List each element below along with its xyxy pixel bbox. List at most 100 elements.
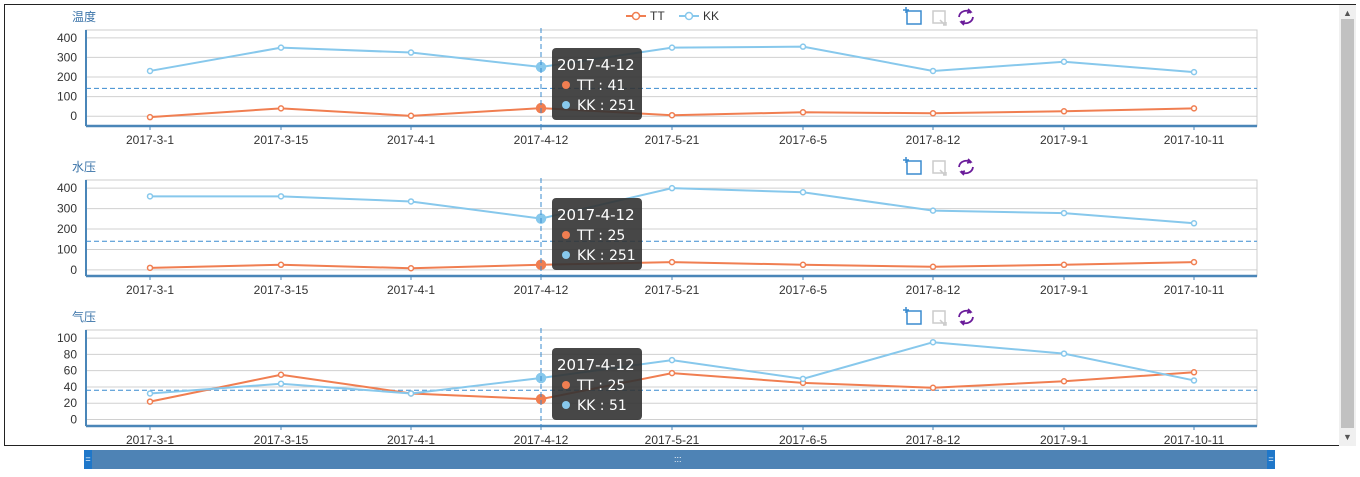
data-point[interactable] [277,380,285,387]
data-point[interactable] [799,109,807,116]
y-tick-label: 0 [70,109,77,123]
datazoom-slider[interactable]: = ::: = [84,450,1275,469]
data-point[interactable] [1060,350,1068,357]
data-point[interactable] [799,261,807,269]
data-point[interactable] [668,184,676,192]
zoom-reset-icon[interactable] [932,160,947,176]
data-point[interactable] [1060,261,1068,269]
y-tick-label: 100 [57,90,77,104]
data-point[interactable] [668,44,676,51]
data-point[interactable] [799,375,807,383]
tooltip-tt-value: TT : 25 [576,228,625,244]
legend-label: KK [703,9,719,23]
x-tick-label: 2017-4-1 [387,133,435,147]
data-point[interactable] [1060,209,1068,217]
data-point[interactable] [668,356,676,364]
x-tick-label: 2017-3-15 [254,133,309,147]
data-point[interactable] [277,371,285,378]
data-point[interactable] [929,67,937,75]
restore-icon[interactable] [958,308,974,326]
tooltip: 2017-4-12 TT : 25 KK : 51 [552,348,642,420]
y-tick-label: 60 [64,364,78,378]
data-point[interactable] [1190,369,1198,376]
scroll-thumb[interactable] [1341,19,1354,428]
data-point[interactable] [668,258,676,266]
series-line [149,341,1195,395]
data-point[interactable] [929,384,937,392]
data-point[interactable] [1190,220,1198,227]
toolbox [903,157,974,176]
data-point[interactable] [1190,258,1198,266]
data-point[interactable] [146,398,154,405]
datazoom-grip[interactable]: ::: [674,454,682,464]
zoom-reset-icon[interactable] [932,310,947,326]
y-tick-label: 80 [64,347,78,361]
datazoom-left-handle[interactable]: = [84,450,92,469]
data-point[interactable] [146,113,154,121]
data-point[interactable] [668,111,676,119]
tooltip-tt-value: TT : 25 [576,378,625,394]
data-zoom-icon[interactable] [903,307,922,325]
scroll-down-button[interactable]: ▼ [1343,432,1352,442]
tooltip-kk-dot [562,101,570,109]
x-tick-label: 2017-6-5 [779,133,827,147]
data-point[interactable] [407,264,415,272]
x-tick-label: 2017-3-15 [254,283,309,297]
restore-icon[interactable] [958,8,974,26]
data-point[interactable] [277,193,285,200]
data-point[interactable] [407,112,415,120]
data-zoom-icon[interactable] [903,7,922,25]
tooltip-box [552,48,642,120]
data-point[interactable] [799,43,807,50]
data-point[interactable] [146,193,154,200]
y-tick-label: 0 [70,412,77,426]
data-zoom-box [906,310,922,325]
data-point[interactable] [929,207,937,214]
tooltip-date: 2017-4-12 [557,206,635,224]
tooltip-kk-value: KK : 51 [577,398,627,414]
data-point[interactable] [929,338,937,346]
data-zoom-icon[interactable] [903,157,922,175]
data-point[interactable] [1060,108,1068,115]
toolbox [903,7,974,26]
datazoom-right-handle[interactable]: = [1267,450,1275,469]
legend-item-kk[interactable]: KK [679,9,719,23]
data-point[interactable] [146,67,154,75]
data-point[interactable] [277,105,285,112]
data-point[interactable] [407,390,415,397]
zoom-reset-icon[interactable] [932,10,947,26]
data-point[interactable] [146,264,154,272]
data-point[interactable] [1190,68,1198,76]
data-point[interactable] [1060,58,1068,65]
chart-title: 温度 [72,9,96,24]
data-point[interactable] [929,263,937,271]
restore-icon[interactable] [958,158,974,176]
x-tick-label: 2017-5-21 [645,433,700,447]
data-point[interactable] [1060,378,1068,385]
data-point[interactable] [277,261,285,269]
data-point[interactable] [407,49,415,56]
x-tick-label: 2017-5-21 [645,133,700,147]
x-tick-label: 2017-8-12 [906,133,961,147]
data-point[interactable] [146,390,154,397]
vertical-scrollbar[interactable]: ▲ ▼ [1339,5,1356,446]
data-point[interactable] [277,44,285,51]
scroll-up-button[interactable]: ▲ [1343,8,1352,18]
zoom-reset-box [932,160,946,174]
zoom-reset-arrow [939,19,947,26]
x-tick-label: 2017-3-1 [126,433,174,447]
legend-item-tt[interactable]: TT [626,9,665,23]
x-tick-label: 2017-3-1 [126,283,174,297]
data-point[interactable] [1190,105,1198,112]
series-tt [146,369,1198,405]
series-kk [146,43,1198,76]
data-point[interactable] [668,369,676,377]
tooltip-box [552,198,642,270]
tooltip-date: 2017-4-12 [557,56,635,74]
data-point[interactable] [407,198,415,205]
data-point[interactable] [799,189,807,196]
series-kk [146,184,1198,227]
data-point[interactable] [1190,377,1198,384]
data-point[interactable] [929,110,937,117]
